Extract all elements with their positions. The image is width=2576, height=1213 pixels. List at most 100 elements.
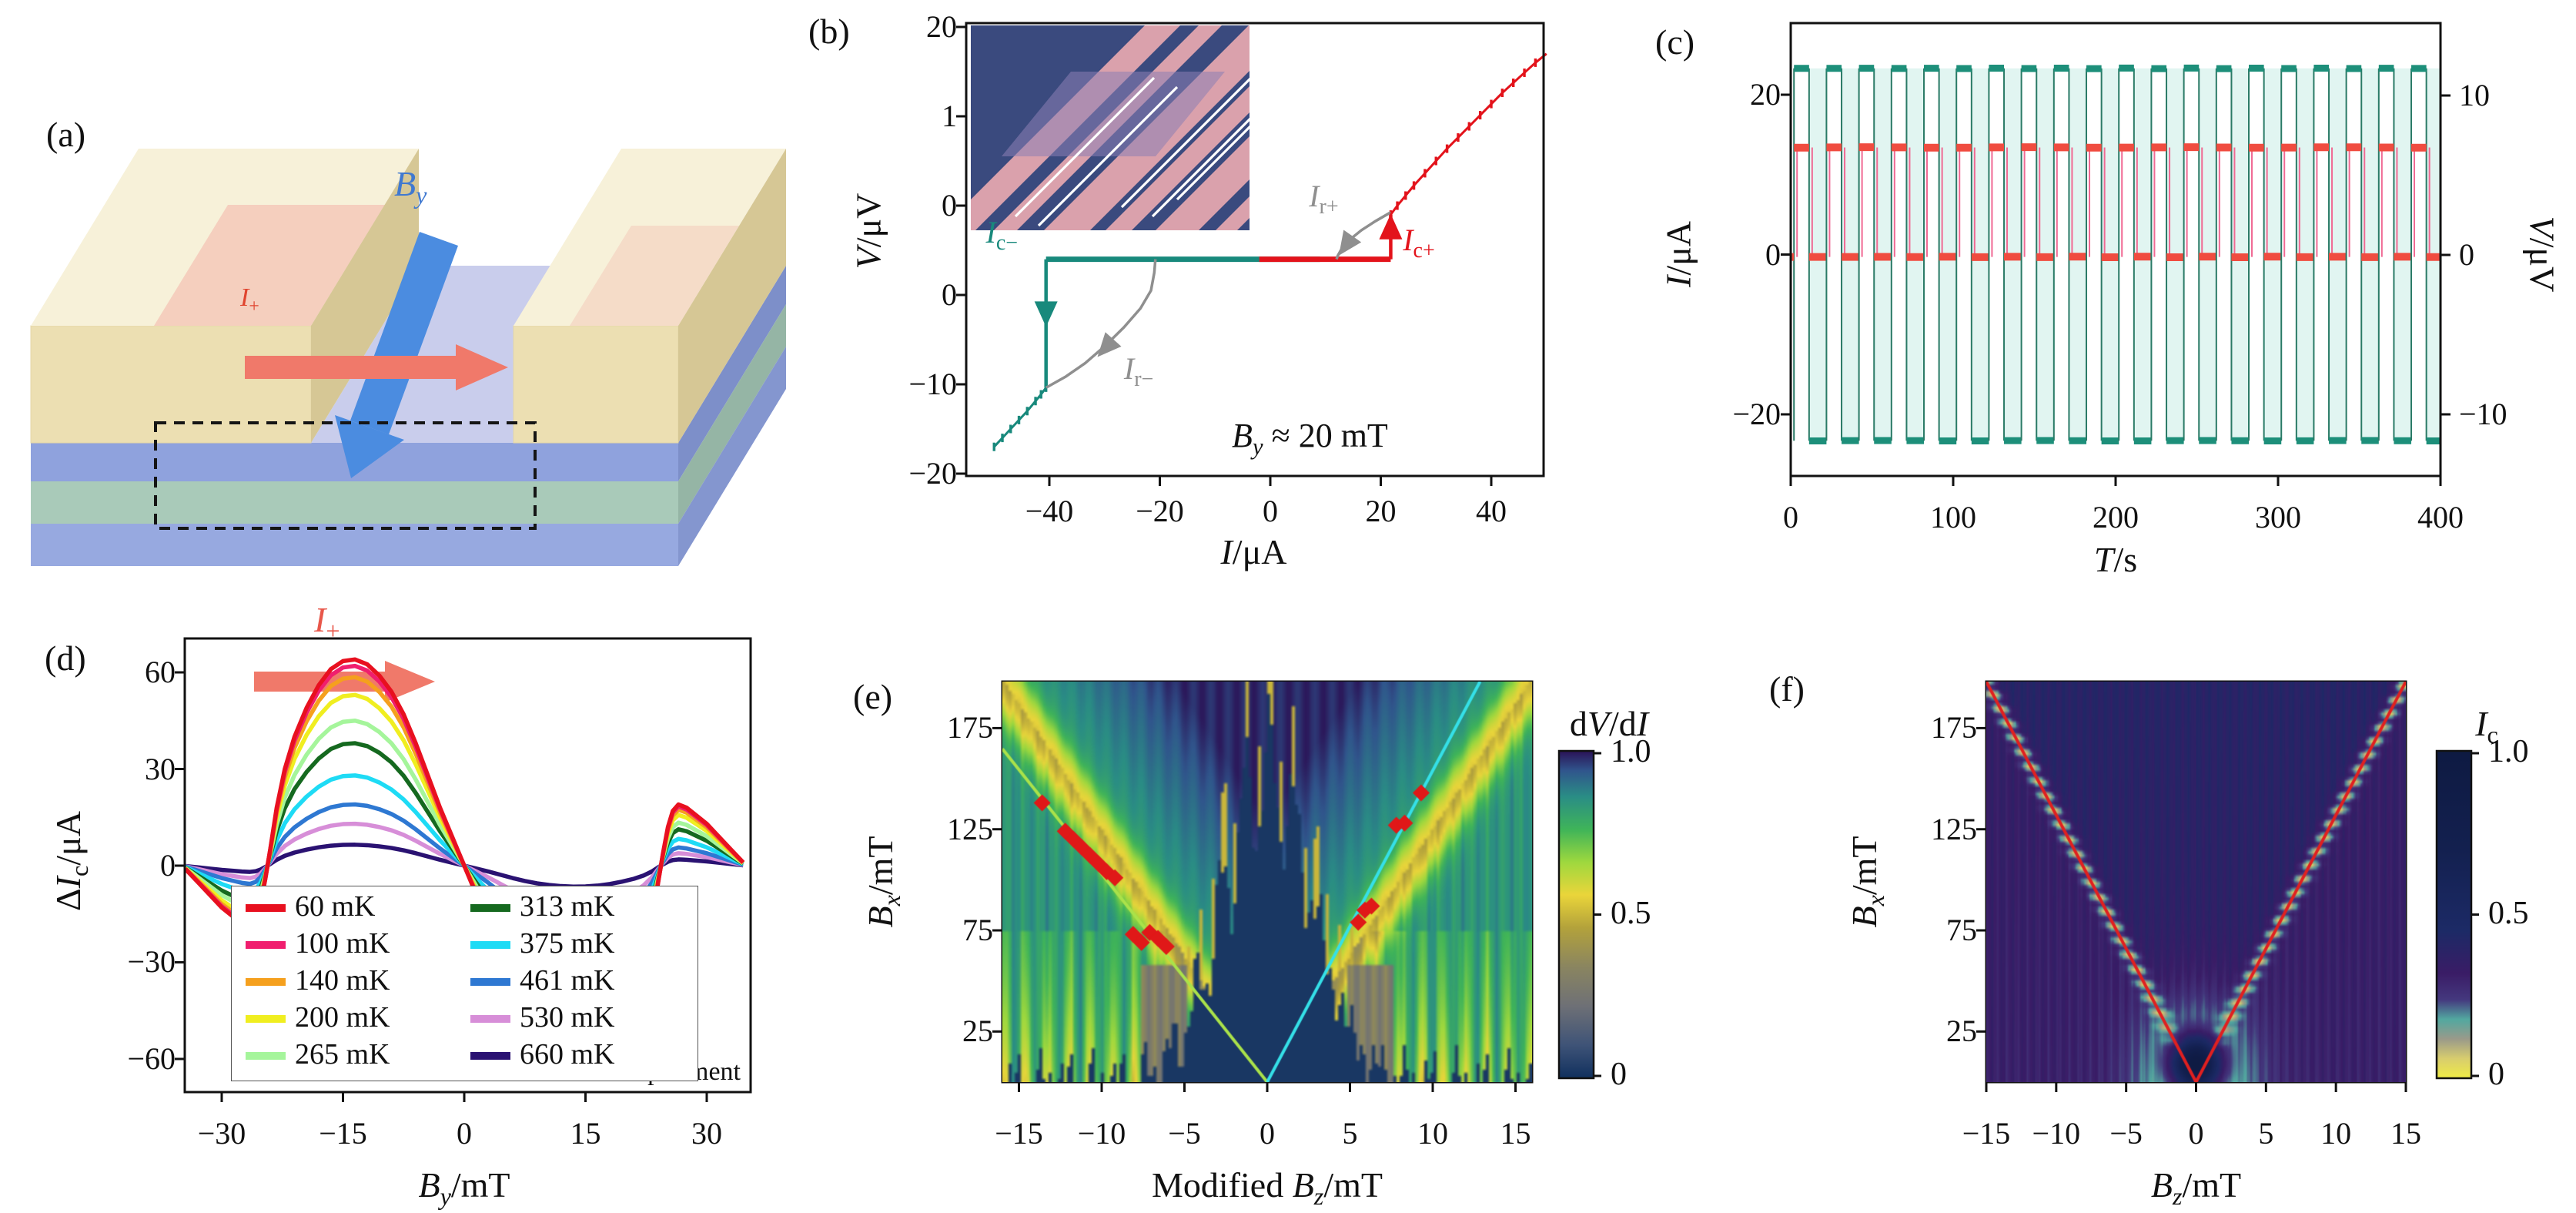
tick-label-x: 15 bbox=[570, 1116, 601, 1151]
tick-label-y: 0 bbox=[942, 277, 957, 312]
panel-f-xlabel: Bz/mT bbox=[2150, 1165, 2242, 1211]
panel-c-xlabel: T/s bbox=[2093, 540, 2138, 579]
legend-swatch bbox=[246, 1052, 286, 1060]
tick-label-y-right: 10 bbox=[2459, 78, 2490, 112]
tick-label-x: 5 bbox=[2258, 1116, 2274, 1151]
label-ic-minus: Ic− bbox=[985, 214, 1019, 255]
heatmap-theory bbox=[1986, 682, 2406, 1082]
tick-label-x: 15 bbox=[1500, 1116, 1531, 1151]
iv-curves bbox=[971, 25, 1537, 451]
legend-label: 660 mK bbox=[520, 1038, 615, 1071]
inset-micrograph bbox=[971, 25, 1250, 230]
tick-label-y: 175 bbox=[1931, 710, 1977, 746]
tick-label-x: 0 bbox=[2188, 1116, 2204, 1151]
legend: 60 mK 100 mK 140 mK 200 mK 265 mK 313 mK 375 m… bbox=[231, 886, 698, 1081]
tick-label-x: 5 bbox=[1342, 1116, 1358, 1151]
tick-label-x: −10 bbox=[2032, 1116, 2081, 1151]
colorbar-tick-label: 1.0 bbox=[1611, 734, 1651, 769]
panel-e-letter: (e) bbox=[853, 677, 893, 716]
panel-b-letter: (b) bbox=[808, 12, 850, 51]
tick-label-y: −60 bbox=[127, 1040, 176, 1076]
legend-swatch bbox=[470, 978, 510, 986]
dashed-region-box bbox=[154, 421, 537, 530]
series-60mK bbox=[183, 657, 745, 1074]
panel-d-xlabel: By/mT bbox=[418, 1165, 510, 1211]
tick-label-x: −5 bbox=[2109, 1116, 2143, 1151]
colorbar-tick-label: 0.5 bbox=[2488, 895, 2529, 931]
tick-label-y: −20 bbox=[1732, 397, 1781, 431]
tick-label-x: 40 bbox=[1476, 494, 1507, 528]
tick-label-x: −40 bbox=[1025, 494, 1074, 528]
legend-label: 100 mK bbox=[295, 927, 390, 960]
tick-label-y: 25 bbox=[962, 1014, 993, 1049]
tick-label-x: 0 bbox=[1263, 494, 1278, 528]
colorbar-f bbox=[2435, 749, 2473, 1080]
panel-b-frame bbox=[965, 22, 1545, 477]
tick-label-y: 1 bbox=[942, 99, 957, 133]
switching-trace bbox=[1791, 64, 2441, 445]
legend-label: 265 mK bbox=[295, 1038, 390, 1071]
colorbar-tick-label: 0 bbox=[1611, 1057, 1627, 1092]
tick-label-x: −30 bbox=[197, 1116, 246, 1151]
legend-label: 461 mK bbox=[520, 964, 615, 997]
legend-swatch bbox=[470, 904, 510, 912]
tick-label-y: 30 bbox=[145, 751, 176, 786]
legend-swatch bbox=[246, 941, 286, 949]
tick-label-y: −20 bbox=[908, 456, 957, 491]
tick-label-x: 300 bbox=[2255, 500, 2301, 534]
legend-swatch bbox=[246, 978, 286, 986]
tick-label-x: −10 bbox=[1077, 1116, 1126, 1151]
legend-label: 375 mK bbox=[520, 927, 615, 960]
tick-label-x: −5 bbox=[1168, 1116, 1201, 1151]
panel-b-annotation: By ≈ 20 mT bbox=[1232, 417, 1388, 460]
panel-d-ylabel: ΔIc/μA bbox=[48, 811, 94, 911]
tick-label-y: 125 bbox=[1931, 811, 1977, 846]
tick-label-x: 400 bbox=[2417, 500, 2464, 534]
legend-swatch bbox=[470, 1015, 510, 1023]
tick-label-y: 20 bbox=[1750, 77, 1781, 112]
tick-label-y: 175 bbox=[947, 710, 993, 746]
tick-label-y: 20 bbox=[926, 9, 957, 44]
colorbar-e bbox=[1557, 749, 1595, 1080]
tick-label-y: 75 bbox=[1946, 913, 1977, 948]
legend-label: 313 mK bbox=[520, 890, 615, 923]
current-label-top: I+ bbox=[240, 283, 259, 317]
colorbar-tick-label: 1.0 bbox=[2488, 734, 2529, 769]
legend-swatch bbox=[470, 1052, 510, 1060]
tick-label-x: 0 bbox=[1783, 500, 1798, 534]
tick-label-y: 125 bbox=[947, 811, 993, 846]
label-ir-plus: Ir+ bbox=[1309, 179, 1339, 219]
tick-label-x: 10 bbox=[2320, 1116, 2352, 1151]
panel-c-ylabel-right: V/μV bbox=[2522, 216, 2562, 293]
tick-label-x: 20 bbox=[1365, 494, 1397, 528]
panel-d-letter: (d) bbox=[45, 638, 86, 678]
tick-label-y: 25 bbox=[1946, 1014, 1977, 1049]
tick-label-x: −15 bbox=[1962, 1116, 2011, 1151]
tick-label-y: 75 bbox=[962, 913, 993, 948]
legend-swatch bbox=[246, 1015, 286, 1023]
legend-label: 200 mK bbox=[295, 1001, 390, 1034]
tick-label-y: 0 bbox=[160, 848, 176, 883]
legend-swatch bbox=[246, 904, 286, 912]
panel-b-xlabel: I/μA bbox=[1220, 532, 1287, 571]
tick-label-x: 15 bbox=[2390, 1116, 2421, 1151]
tick-label-y: −10 bbox=[908, 367, 957, 401]
tick-label-y: −30 bbox=[127, 944, 176, 980]
device-schematic bbox=[30, 149, 786, 702]
legend-swatch bbox=[470, 941, 510, 949]
tick-label-y: 0 bbox=[1765, 236, 1781, 272]
tick-label-x: −15 bbox=[995, 1116, 1043, 1151]
legend-label: 60 mK bbox=[295, 890, 376, 923]
by-field-label: By bbox=[394, 164, 427, 209]
colorbar-tick-label: 0 bbox=[2488, 1057, 2504, 1092]
tick-label-x: −20 bbox=[1136, 494, 1184, 528]
tick-label-x: 200 bbox=[2093, 500, 2139, 534]
tick-label-x: 0 bbox=[1260, 1116, 1275, 1151]
colorbar-title-f: Ic bbox=[2475, 704, 2498, 749]
tick-label-x: 10 bbox=[1417, 1116, 1448, 1151]
tick-label-x: 0 bbox=[457, 1116, 472, 1151]
panel-b-ylabel: V/μV bbox=[848, 193, 888, 270]
